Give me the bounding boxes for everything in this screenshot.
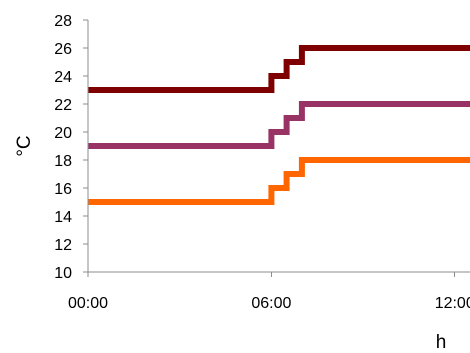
series-line-3	[88, 157, 470, 205]
series-line-2	[88, 101, 470, 149]
x-tick-label: 12:00	[435, 295, 470, 312]
y-tick-label: 28	[54, 13, 72, 30]
x-ticks: 00:00 06:00 12:00	[68, 272, 470, 312]
x-tick-label: 00:00	[68, 295, 108, 312]
y-tick-label: 12	[54, 237, 72, 254]
series-line-1	[88, 45, 470, 93]
y-tick-label: 20	[54, 125, 72, 142]
x-tick-label: 06:00	[251, 295, 291, 312]
y-tick-label: 16	[54, 181, 72, 198]
y-tick-label: 26	[54, 41, 72, 58]
y-tick-label: 18	[54, 153, 72, 170]
y-tick-label: 10	[54, 265, 72, 282]
y-tick-label: 22	[54, 97, 72, 114]
series-layer	[88, 45, 470, 205]
y-tick-label: 14	[54, 209, 72, 226]
y-tick-label: 24	[54, 69, 72, 86]
y-axis-label: °C	[14, 135, 35, 156]
x-axis-label: h	[436, 332, 447, 353]
y-ticks: 10 12 14 16 18 20 22 24 26 28	[54, 13, 88, 282]
